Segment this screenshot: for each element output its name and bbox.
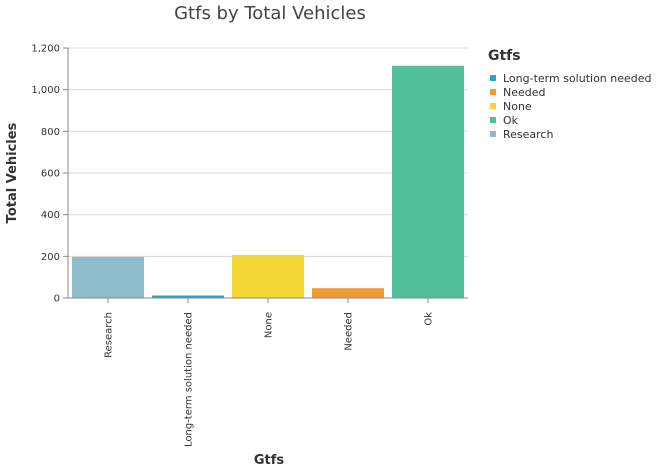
x-tick-label: None bbox=[264, 312, 275, 338]
x-tick-label: Research bbox=[104, 312, 115, 358]
y-axis-ticks: 0 200 400 600 800 1,000 1,200 bbox=[31, 44, 68, 305]
legend-swatch bbox=[490, 131, 496, 137]
legend-title: Gtfs bbox=[488, 48, 521, 64]
y-tick-label: 600 bbox=[41, 169, 60, 180]
x-tick-label: Long-term solution needed bbox=[184, 312, 195, 447]
chart-title: Gtfs by Total Vehicles bbox=[174, 3, 366, 24]
y-tick-label: 400 bbox=[41, 210, 60, 221]
legend-label: None bbox=[503, 100, 532, 113]
legend-swatch bbox=[490, 89, 496, 95]
legend-swatch bbox=[490, 103, 496, 109]
legend-swatch bbox=[490, 117, 496, 123]
x-axis-ticks: Research Long-term solution needed None Nee… bbox=[104, 298, 435, 447]
x-axis-title: Gtfs bbox=[254, 453, 285, 468]
x-tick-label: Needed bbox=[344, 312, 355, 351]
legend-label: Research bbox=[503, 128, 553, 141]
bars bbox=[72, 65, 464, 298]
legend: Gtfs Long-term solution neededNeededNone… bbox=[488, 48, 652, 141]
y-axis-title: Total Vehicles bbox=[5, 122, 20, 223]
legend-label: Needed bbox=[503, 86, 546, 99]
legend-label: Long-term solution needed bbox=[503, 72, 652, 85]
x-tick-label: Ok bbox=[424, 312, 435, 326]
legend-label: Ok bbox=[503, 114, 519, 127]
bar bbox=[152, 295, 224, 298]
y-tick-label: 800 bbox=[41, 127, 60, 138]
y-tick-label: 0 bbox=[54, 294, 60, 305]
y-tick-label: 1,200 bbox=[31, 44, 60, 55]
y-tick-label: 1,000 bbox=[31, 85, 60, 96]
bar bbox=[312, 288, 384, 298]
bar bbox=[72, 256, 144, 298]
y-tick-label: 200 bbox=[41, 252, 60, 263]
bar bbox=[232, 254, 304, 298]
legend-swatch bbox=[490, 75, 496, 81]
bar bbox=[392, 65, 464, 298]
